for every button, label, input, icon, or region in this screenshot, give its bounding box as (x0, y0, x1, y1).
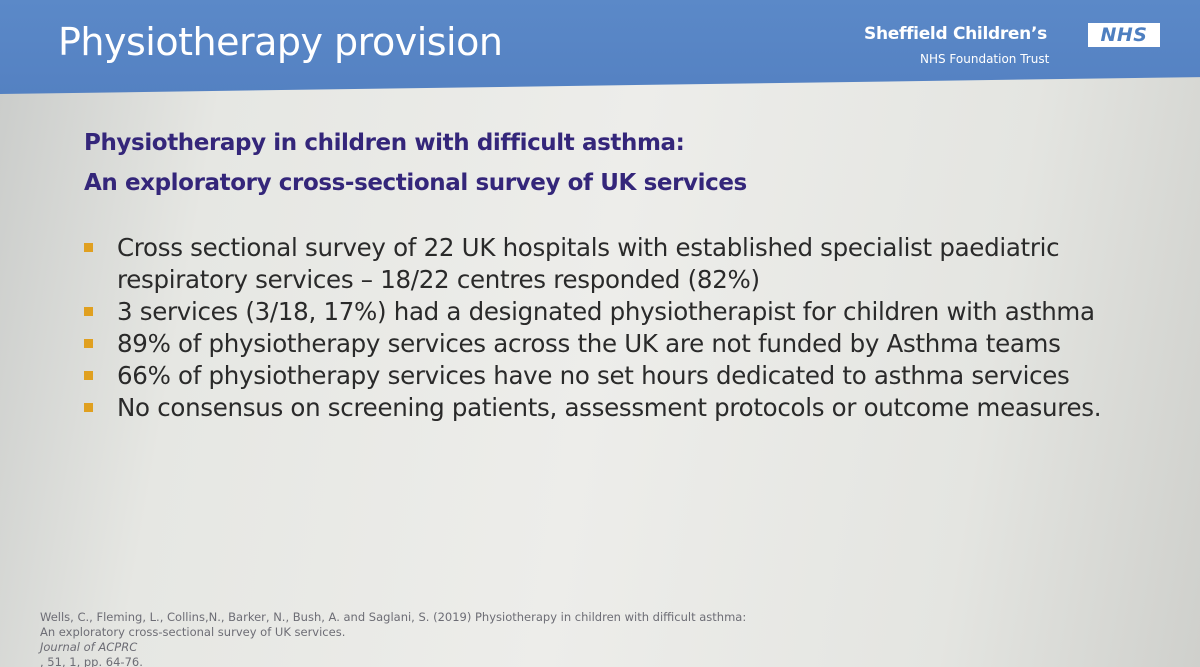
findings-item: 3 services (3/18, 17%) had a designated … (80, 296, 1175, 328)
nhs-trust-logo: Sheffield Children’s NHS NHS Foundation … (864, 20, 1164, 70)
logo-trust-name: Sheffield Children’s (864, 24, 1047, 44)
findings-item: 89% of physiotherapy services across the… (80, 328, 1175, 360)
findings-item-text: Cross sectional survey of 22 UK hospital… (117, 233, 1060, 294)
citation-volume-pages: , 51, 1, pp. 64-76. (40, 655, 143, 667)
citation-line-2: An exploratory cross-sectional survey of… (40, 625, 1140, 667)
slide-title: Physiotherapy provision (58, 20, 503, 64)
findings-item: No consensus on screening patients, asse… (80, 392, 1175, 424)
bullet-square-icon (84, 243, 93, 252)
findings-item: Cross sectional survey of 22 UK hospital… (80, 232, 1175, 296)
findings-item-text: 66% of physiotherapy services have no se… (117, 361, 1070, 390)
citation: Wells, C., Fleming, L., Collins,N., Bark… (40, 610, 1140, 667)
citation-line-1: Wells, C., Fleming, L., Collins,N., Bark… (40, 610, 747, 624)
findings-list: Cross sectional survey of 22 UK hospital… (80, 232, 1175, 424)
bullet-square-icon (84, 403, 93, 412)
citation-title-end: An exploratory cross-sectional survey of… (40, 625, 346, 639)
findings-item-text: 89% of physiotherapy services across the… (117, 329, 1061, 358)
bullet-square-icon (84, 371, 93, 380)
logo-foundation-trust: NHS Foundation Trust (920, 52, 1050, 66)
bullet-square-icon (84, 339, 93, 348)
findings-item-text: 3 services (3/18, 17%) had a designated … (117, 297, 1095, 326)
header-band (0, 0, 1200, 94)
nhs-badge: NHS (1088, 23, 1160, 47)
bullet-square-icon (84, 307, 93, 316)
study-title-line-1: Physiotherapy in children with difficult… (84, 130, 685, 156)
study-title-line-2: An exploratory cross-sectional survey of… (84, 170, 747, 196)
findings-item-text: No consensus on screening patients, asse… (117, 393, 1102, 422)
citation-journal: Journal of ACPRC (40, 640, 138, 654)
findings-item: 66% of physiotherapy services have no se… (80, 360, 1175, 392)
study-title: Physiotherapy in children with difficult… (84, 123, 747, 203)
